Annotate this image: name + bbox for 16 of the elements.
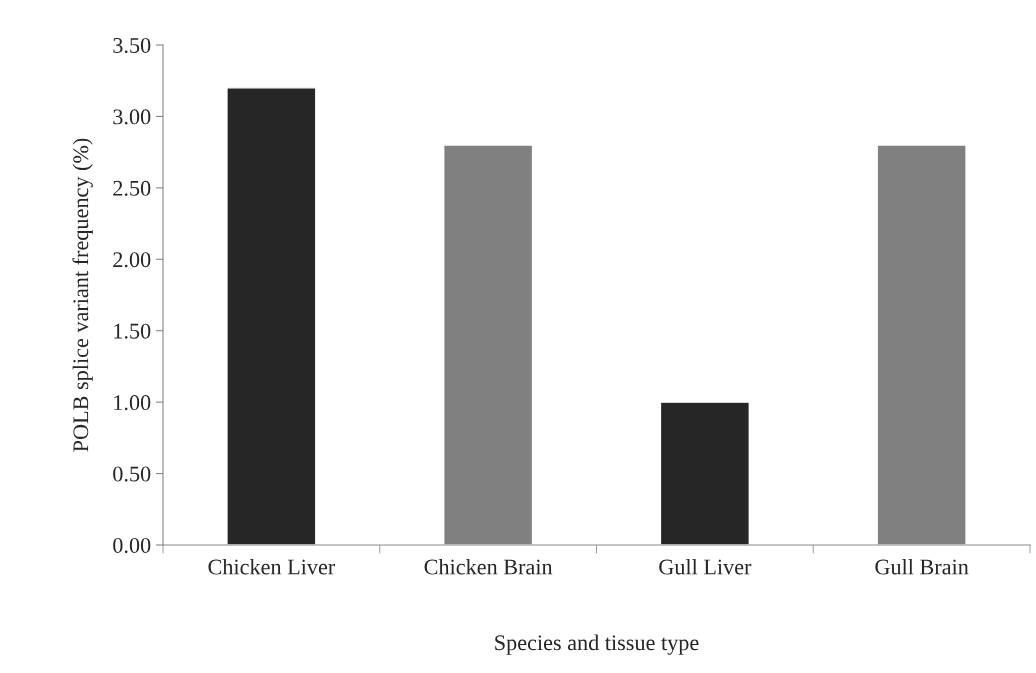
y-tick-label: 3.50 bbox=[113, 37, 151, 54]
x-tick-label: Chicken Liver bbox=[208, 558, 336, 575]
x-tick-label: Gull Brain bbox=[875, 558, 969, 575]
y-tick-label: 0.50 bbox=[113, 466, 151, 482]
x-tick-label: Chicken Brain bbox=[424, 558, 553, 575]
bar bbox=[659, 401, 751, 545]
y-tick-label: 2.00 bbox=[113, 252, 151, 268]
bar bbox=[226, 87, 317, 545]
y-tick-label: 2.50 bbox=[113, 180, 151, 196]
y-tick-label: 1.50 bbox=[114, 323, 151, 339]
y-axis-title: POLB splice variant frequency (%) bbox=[72, 138, 93, 452]
x-tick-label: Gull Liver bbox=[659, 558, 752, 575]
y-tick-label: 3.00 bbox=[113, 109, 151, 125]
y-tick-label: 0.00 bbox=[113, 537, 151, 554]
x-axis-title: Species and tissue type bbox=[495, 634, 699, 655]
y-tick-label: 1.00 bbox=[114, 395, 151, 411]
